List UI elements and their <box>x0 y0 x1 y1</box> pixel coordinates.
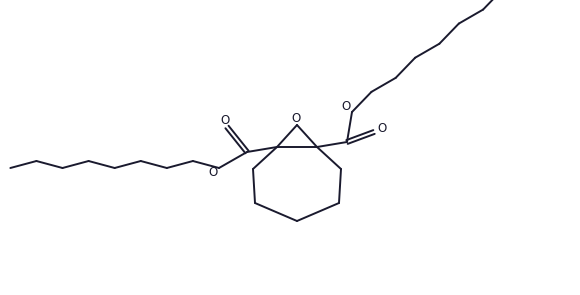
Text: O: O <box>291 112 300 125</box>
Text: O: O <box>378 122 387 135</box>
Text: O: O <box>342 99 351 112</box>
Text: O: O <box>208 165 218 178</box>
Text: O: O <box>220 114 230 127</box>
